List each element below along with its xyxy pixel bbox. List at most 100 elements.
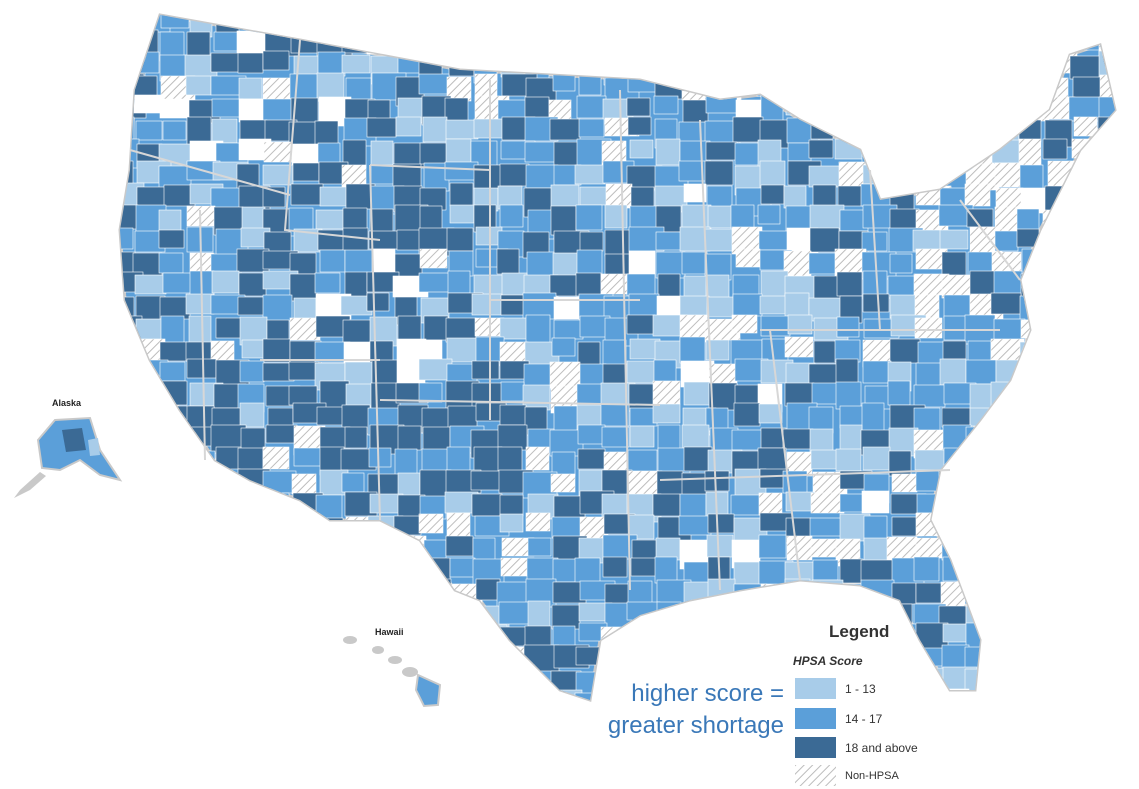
county-region — [1072, 359, 1102, 383]
county-region — [860, 559, 895, 582]
alaska-inset — [14, 416, 123, 498]
county-region — [1021, 362, 1046, 393]
county-region — [470, 668, 507, 691]
county-region — [120, 579, 144, 602]
county-region — [1071, 165, 1101, 188]
county-region — [266, 579, 300, 599]
county-region — [293, 297, 317, 320]
county-region — [838, 116, 873, 145]
county-region — [1044, 297, 1072, 319]
county-region — [448, 646, 477, 667]
county-region — [733, 402, 761, 427]
county-region — [784, 382, 815, 407]
county-region — [422, 116, 448, 143]
county-region — [577, 50, 602, 72]
county-region — [185, 293, 215, 315]
county-region — [705, 274, 730, 301]
county-region — [965, 29, 999, 59]
county-region — [444, 161, 479, 181]
county-region — [994, 512, 1024, 539]
county-region — [654, 627, 681, 655]
county-region — [392, 163, 422, 189]
county-region — [757, 648, 781, 669]
county-region — [1069, 600, 1097, 629]
county-region — [418, 73, 450, 95]
county-region — [342, 668, 379, 692]
county-region — [942, 138, 976, 167]
county-region — [496, 248, 520, 275]
county-region — [423, 578, 452, 608]
county-region — [575, 204, 603, 231]
county-region — [393, 30, 423, 50]
county-region — [497, 446, 523, 472]
county-region — [240, 517, 272, 547]
county-region — [887, 52, 916, 81]
county-region — [706, 29, 736, 58]
county-region — [913, 556, 940, 582]
county-region — [368, 556, 402, 577]
county-region — [604, 204, 628, 229]
county-region — [524, 96, 550, 119]
county-region — [211, 98, 244, 118]
county-region — [341, 54, 371, 74]
county-region — [262, 50, 290, 71]
county-region — [783, 250, 812, 277]
county-region — [629, 425, 655, 448]
county-region — [654, 556, 678, 584]
county-region — [499, 163, 530, 187]
county-region — [449, 204, 475, 224]
county-region — [293, 623, 320, 649]
county-region — [161, 513, 191, 544]
county-region — [522, 15, 548, 29]
county-region — [683, 15, 710, 30]
county-region — [158, 252, 184, 274]
county-region — [215, 446, 242, 471]
county-region — [473, 28, 497, 55]
county-region — [159, 648, 187, 671]
county-region — [861, 94, 885, 122]
county-region — [395, 116, 422, 137]
county-region — [683, 183, 707, 203]
county-region — [289, 273, 318, 302]
county-region — [135, 120, 163, 141]
county-region — [239, 689, 272, 700]
county-region — [943, 492, 974, 515]
county-region — [1042, 270, 1077, 292]
county-region — [964, 51, 988, 76]
county-region — [1020, 407, 1044, 436]
county-region — [394, 448, 418, 477]
county-region — [836, 271, 863, 297]
county-region — [990, 381, 1027, 411]
county-region — [341, 472, 365, 493]
county-region — [341, 688, 370, 700]
county-region — [1095, 249, 1115, 272]
county-region — [1096, 688, 1115, 700]
county-region — [549, 429, 584, 457]
county-region — [732, 293, 763, 317]
county-region — [783, 185, 807, 209]
county-region — [683, 446, 713, 472]
county-region — [447, 270, 471, 294]
county-region — [835, 55, 866, 84]
county-region — [161, 534, 194, 563]
county-region — [603, 648, 637, 668]
county-region — [1095, 140, 1115, 171]
county-region — [315, 689, 340, 700]
county-region — [1072, 341, 1097, 364]
county-region — [1046, 557, 1077, 587]
county-region — [627, 449, 658, 473]
county-region — [262, 669, 293, 689]
county-region — [236, 494, 260, 522]
county-region — [474, 646, 509, 668]
county-region — [939, 688, 970, 700]
county-region — [471, 15, 503, 31]
county-region — [159, 341, 188, 362]
county-region — [1046, 692, 1073, 700]
legend-item-non-hpsa: Non-HPSA — [795, 765, 935, 787]
county-region — [290, 537, 325, 559]
county-region — [187, 667, 214, 698]
county-region — [342, 623, 368, 648]
county-region — [812, 96, 842, 119]
county-region — [1044, 402, 1078, 425]
